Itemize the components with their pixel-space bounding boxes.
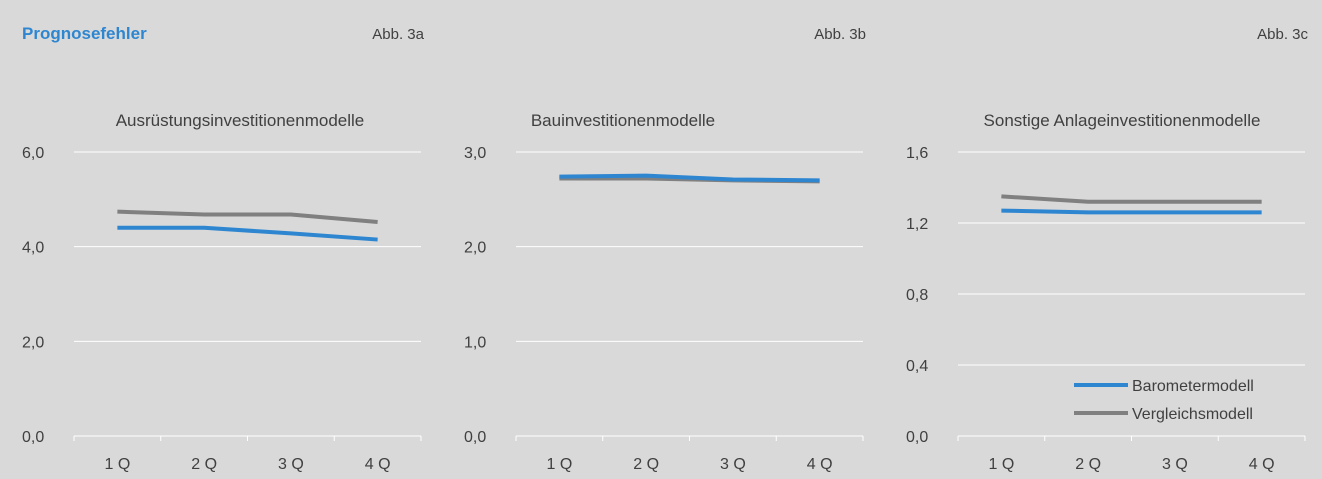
chart-title: Bauinvestitionenmodelle (531, 111, 715, 130)
series-line-vergleichsmodell (1001, 194, 1262, 204)
x-tick-label: 4 Q (807, 456, 833, 473)
chart-title: Ausrüstungsinvestitionenmodelle (116, 111, 365, 130)
x-tick-label: 2 Q (1075, 456, 1101, 473)
y-tick-label: 1,6 (906, 145, 928, 162)
chart-panel-3: Sonstige Anlageinvestitionenmodelle 0,0 0,… (906, 111, 1306, 473)
y-tick-label: 1,2 (906, 216, 928, 233)
x-tick-label: 1 Q (104, 456, 130, 473)
y-tick-label: 0,0 (906, 429, 928, 446)
chart-title: Sonstige Anlageinvestitionenmodelle (984, 111, 1261, 130)
x-tick-label: 4 Q (365, 456, 391, 473)
y-tick-label: 2,0 (464, 240, 486, 257)
chart-panel-2: Bauinvestitionenmodelle 0,0 1,0 2,0 3,0 1 Q 2 … (464, 111, 864, 473)
y-tick-label: 0,0 (464, 429, 486, 446)
header-title: Prognosefehler (22, 24, 147, 43)
y-tick-label: 6,0 (22, 145, 44, 162)
x-tick-label: 4 Q (1249, 456, 1275, 473)
x-tick-label: 1 Q (546, 456, 572, 473)
y-tick-label: 1,0 (464, 334, 486, 351)
x-tick-label: 3 Q (1162, 456, 1188, 473)
figure-tag-a: Abb. 3a (372, 26, 424, 43)
y-tick-label: 0,0 (22, 429, 44, 446)
header-band (11, 11, 1315, 87)
figure-tag-b: Abb. 3b (814, 26, 866, 43)
series-line-barometermodell (1001, 208, 1262, 215)
x-tick-label: 3 Q (278, 456, 304, 473)
y-tick-label: 0,4 (906, 358, 928, 375)
x-tick-label: 1 Q (988, 456, 1014, 473)
legend-label: Barometermodell (1132, 378, 1254, 395)
y-tick-label: 4,0 (22, 240, 44, 257)
y-tick-label: 0,8 (906, 287, 928, 304)
x-tick-label: 2 Q (633, 456, 659, 473)
series-line-barometermodell (117, 225, 378, 242)
x-tick-label: 2 Q (191, 456, 217, 473)
y-tick-label: 2,0 (22, 334, 44, 351)
series-line-vergleichsmodell (117, 209, 378, 225)
series-line-barometermodell (559, 173, 820, 183)
legend-label: Vergleichsmodell (1132, 406, 1253, 423)
y-tick-label: 3,0 (464, 145, 486, 162)
x-tick-label: 3 Q (720, 456, 746, 473)
chart-panel-1: Ausrüstungsinvestitionenmodelle 0,0 2,0 4,0… (22, 111, 422, 473)
figure-tag-c: Abb. 3c (1257, 26, 1308, 43)
